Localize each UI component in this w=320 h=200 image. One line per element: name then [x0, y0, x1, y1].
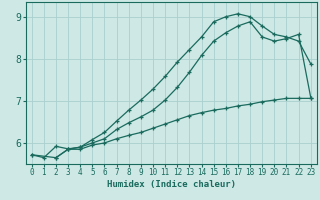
X-axis label: Humidex (Indice chaleur): Humidex (Indice chaleur): [107, 180, 236, 189]
